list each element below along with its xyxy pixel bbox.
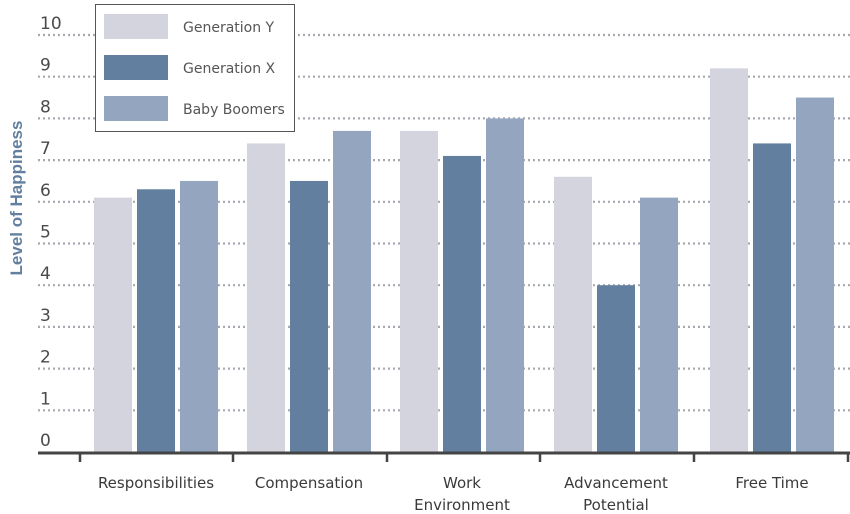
bar-4-0	[710, 68, 748, 453]
legend-swatch-0	[104, 14, 168, 39]
y-tick-label-9: 9	[40, 56, 51, 76]
legend-label-0: Generation Y	[183, 20, 275, 36]
category-label-1: Compensation	[255, 474, 363, 492]
bar-1-1	[290, 180, 328, 452]
bar-3-1	[597, 285, 635, 452]
bars	[94, 68, 834, 453]
category-label-line: Responsibilities	[98, 474, 214, 492]
bar-2-2	[486, 118, 524, 453]
category-label-line: Advancement	[564, 474, 668, 492]
legend-swatch-2	[104, 96, 168, 121]
bar-1-2	[333, 130, 371, 452]
category-label-line: Compensation	[255, 474, 363, 492]
bar-2-1	[443, 155, 481, 452]
bar-4-1	[753, 143, 791, 453]
legend-swatch-1	[104, 55, 168, 80]
bar-4-2	[796, 97, 834, 453]
bar-3-2	[640, 197, 678, 452]
category-label-line: Work	[443, 474, 481, 492]
legend-label-1: Generation X	[183, 61, 276, 77]
category-label-line: Potential	[583, 496, 649, 514]
category-label-4: Free Time	[735, 474, 808, 492]
bar-0-2	[180, 180, 218, 452]
y-tick-label-3: 3	[40, 306, 51, 326]
bar-3-0	[554, 176, 592, 452]
legend: Generation Y Generation X Baby Boomers	[95, 4, 295, 132]
y-tick-label-10: 10	[40, 14, 62, 34]
y-tick-label-5: 5	[40, 223, 51, 243]
y-tick-label-8: 8	[40, 97, 51, 117]
y-tick-label-6: 6	[40, 181, 51, 201]
category-label-0: Responsibilities	[98, 474, 214, 492]
category-label-line: Environment	[414, 496, 510, 514]
bar-0-1	[137, 189, 175, 453]
x-axis	[38, 451, 850, 462]
y-tick-label-0: 0	[40, 431, 51, 451]
y-tick-label-2: 2	[40, 348, 51, 368]
y-tick-label-7: 7	[40, 139, 51, 159]
legend-label-2: Baby Boomers	[183, 102, 285, 118]
bar-0-0	[94, 197, 132, 452]
y-axis-label: Level of Happiness	[7, 121, 26, 276]
y-tick-label-1: 1	[40, 389, 51, 409]
bar-1-0	[247, 143, 285, 453]
category-label-2: Work Environment	[414, 474, 510, 514]
y-tick-labels: 0 1 2 3 4 5 6 7 8 9 10	[40, 14, 62, 451]
category-label-line: Free Time	[735, 474, 808, 492]
category-label-3: Advancement Potential	[564, 474, 668, 514]
bar-2-0	[400, 130, 438, 452]
y-tick-label-4: 4	[40, 264, 51, 284]
category-labels: Responsibilities Compensation Work Environm…	[98, 474, 809, 514]
